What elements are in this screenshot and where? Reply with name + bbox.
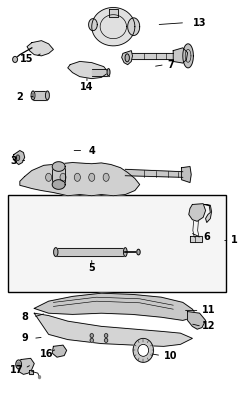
Text: 9: 9 — [21, 333, 28, 343]
Polygon shape — [13, 150, 25, 164]
Ellipse shape — [104, 338, 108, 342]
Polygon shape — [27, 41, 54, 56]
Polygon shape — [183, 44, 193, 68]
Text: 8: 8 — [21, 312, 28, 322]
Polygon shape — [34, 293, 197, 320]
Ellipse shape — [138, 344, 149, 356]
Ellipse shape — [32, 93, 34, 97]
Ellipse shape — [16, 360, 21, 369]
Polygon shape — [189, 204, 206, 221]
Ellipse shape — [107, 69, 110, 76]
Polygon shape — [20, 162, 140, 196]
Polygon shape — [89, 19, 97, 30]
Polygon shape — [187, 312, 206, 329]
Ellipse shape — [123, 248, 127, 257]
Text: 5: 5 — [88, 263, 95, 273]
Ellipse shape — [46, 173, 52, 181]
Ellipse shape — [137, 249, 140, 255]
Polygon shape — [52, 162, 65, 171]
Ellipse shape — [13, 57, 17, 63]
Text: 7: 7 — [167, 60, 174, 70]
Ellipse shape — [125, 54, 129, 62]
Bar — [8, 194, 226, 292]
Ellipse shape — [103, 173, 109, 181]
Polygon shape — [108, 10, 118, 17]
Ellipse shape — [60, 173, 66, 181]
Ellipse shape — [90, 338, 94, 342]
Text: 12: 12 — [202, 321, 216, 331]
Text: 4: 4 — [88, 146, 95, 156]
Ellipse shape — [74, 173, 80, 181]
Polygon shape — [132, 53, 173, 59]
Polygon shape — [182, 166, 191, 182]
Text: 11: 11 — [202, 306, 216, 316]
Polygon shape — [17, 358, 34, 374]
Ellipse shape — [17, 363, 20, 367]
Polygon shape — [52, 345, 67, 357]
Polygon shape — [33, 91, 47, 100]
Bar — [92, 69, 108, 76]
Ellipse shape — [16, 155, 20, 160]
Polygon shape — [173, 48, 187, 63]
Polygon shape — [128, 18, 140, 35]
Text: 1: 1 — [231, 235, 238, 245]
Text: 13: 13 — [193, 18, 206, 28]
Text: 3: 3 — [11, 156, 17, 166]
Polygon shape — [125, 169, 183, 177]
Polygon shape — [92, 8, 135, 46]
Ellipse shape — [54, 248, 58, 257]
Polygon shape — [122, 51, 133, 65]
Polygon shape — [34, 313, 192, 346]
Ellipse shape — [31, 91, 35, 100]
Polygon shape — [204, 205, 212, 223]
Ellipse shape — [104, 334, 108, 338]
Ellipse shape — [90, 334, 94, 338]
Ellipse shape — [133, 338, 154, 363]
Ellipse shape — [46, 91, 49, 100]
Text: 15: 15 — [20, 54, 34, 64]
Polygon shape — [68, 61, 108, 79]
Polygon shape — [52, 166, 65, 184]
Polygon shape — [52, 180, 65, 189]
Polygon shape — [29, 371, 33, 374]
Text: 16: 16 — [40, 349, 53, 359]
Polygon shape — [190, 237, 202, 243]
Text: 10: 10 — [164, 350, 178, 360]
Ellipse shape — [39, 376, 40, 379]
Polygon shape — [56, 248, 125, 257]
Ellipse shape — [89, 173, 95, 181]
Text: 6: 6 — [203, 232, 210, 242]
Text: 2: 2 — [16, 91, 23, 101]
Text: 14: 14 — [80, 82, 94, 91]
Text: 17: 17 — [9, 365, 23, 375]
